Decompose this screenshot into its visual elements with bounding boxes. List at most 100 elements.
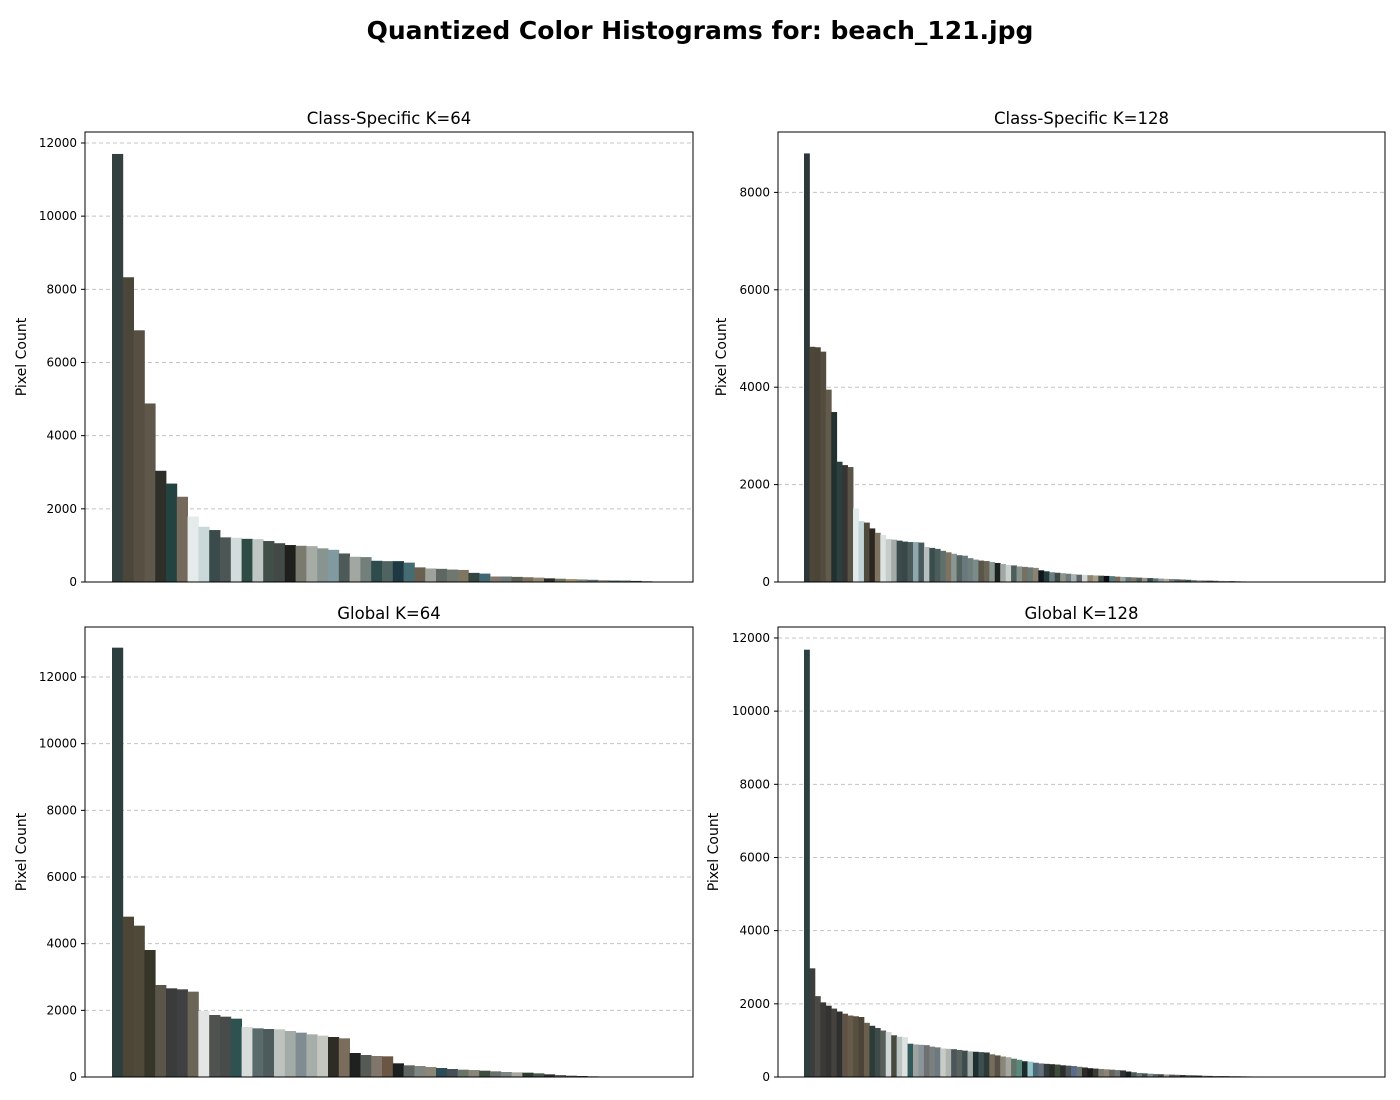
histogram-bar	[962, 1050, 968, 1077]
y-axis-label: Pixel Count	[14, 317, 30, 396]
histogram-bar	[144, 950, 156, 1077]
histogram-bar	[1071, 574, 1077, 582]
histogram-bar	[500, 576, 512, 582]
histogram-bar	[820, 351, 827, 582]
histogram-bar	[1114, 576, 1121, 582]
y-tick-label: 6000	[46, 870, 77, 884]
histogram-bar	[1207, 580, 1214, 582]
histogram-bar	[945, 552, 952, 582]
histogram-bar	[994, 563, 1001, 582]
histogram-bar	[863, 1022, 870, 1077]
histogram-bar	[1120, 1070, 1126, 1077]
histogram-bar	[544, 578, 556, 582]
histogram-bar	[403, 1065, 415, 1077]
histogram-bar	[858, 521, 865, 582]
histogram-bar	[1212, 580, 1219, 582]
histogram-bar	[1163, 578, 1170, 582]
histogram-bar	[918, 542, 925, 582]
plot-frame	[777, 626, 1386, 1078]
histogram-bar	[1005, 1057, 1012, 1077]
histogram-bar	[1043, 571, 1050, 582]
histogram-bar	[907, 1043, 914, 1077]
histogram-bar	[902, 1037, 908, 1077]
histogram-bar	[1087, 575, 1094, 582]
histogram-bar	[1218, 580, 1225, 582]
y-tick-label: 0	[762, 1070, 770, 1084]
histogram-bar	[1169, 1074, 1175, 1077]
y-tick-label: 4000	[46, 429, 77, 443]
histogram-bar	[1038, 1063, 1045, 1077]
histogram-bar	[1136, 577, 1143, 582]
histogram-bar	[533, 1073, 545, 1077]
histogram-bar	[1158, 1074, 1165, 1077]
y-tick-label: 2000	[46, 502, 77, 516]
histogram-bar	[1081, 574, 1088, 582]
histogram-bar	[176, 496, 188, 582]
panel-title: Class-Specific K=128	[994, 109, 1169, 128]
histogram-bar	[1131, 1072, 1137, 1077]
y-axis-label: Pixel Count	[706, 812, 722, 891]
histogram-bar	[1174, 1074, 1181, 1077]
histogram-bar	[1136, 1072, 1143, 1077]
histogram-bar	[446, 1069, 458, 1077]
histogram-bar	[978, 560, 985, 582]
histogram-bar	[885, 1032, 892, 1077]
histogram-bar	[1147, 578, 1154, 582]
histogram-bar	[457, 569, 469, 582]
histogram-bar	[978, 1052, 985, 1077]
histogram-bar	[446, 569, 458, 582]
histogram-bar	[479, 573, 491, 582]
histogram-bar	[112, 647, 124, 1077]
histogram-bar	[155, 470, 167, 582]
y-tick-label: 12000	[39, 670, 77, 684]
histogram-bar	[274, 543, 286, 582]
histogram-bar	[923, 1045, 930, 1077]
histogram-bar	[1103, 1069, 1110, 1077]
histogram-bar	[874, 532, 881, 582]
histogram-bar	[1027, 567, 1034, 582]
histogram-bar	[934, 1047, 941, 1077]
histogram-bar	[1081, 1067, 1088, 1077]
histogram-bar	[544, 1074, 556, 1077]
histogram-bar	[809, 968, 816, 1077]
histogram-bar	[869, 528, 876, 582]
histogram-bar	[511, 576, 523, 582]
histogram-bar	[1092, 575, 1099, 582]
histogram-bar	[500, 1072, 512, 1077]
histogram-bar	[1103, 575, 1110, 582]
histogram-bar	[842, 465, 848, 582]
y-tick-label: 12000	[39, 136, 77, 150]
y-tick-label: 0	[762, 575, 770, 589]
y-tick-label: 10000	[732, 704, 770, 718]
histogram-bar	[263, 1029, 275, 1077]
histogram-bar	[295, 1032, 307, 1077]
histogram-bar	[338, 1038, 350, 1077]
histogram-bar	[241, 538, 253, 582]
histogram-bar	[209, 530, 221, 582]
histogram-bar	[804, 649, 810, 1077]
histogram-bar	[133, 330, 145, 582]
histogram-bar	[956, 555, 963, 582]
histogram-bar	[891, 539, 898, 582]
histogram-bar	[457, 1069, 469, 1077]
histogram-bar	[619, 580, 631, 582]
histogram-bar	[896, 1036, 903, 1077]
histogram-bar	[565, 1075, 577, 1077]
histogram-bar	[934, 548, 941, 582]
histogram-bar	[831, 412, 838, 582]
histogram-bar	[1185, 1075, 1192, 1077]
histogram-bar	[1065, 1065, 1072, 1077]
histogram-bar	[414, 1066, 426, 1077]
histogram-bar	[274, 1029, 286, 1077]
histogram-bar	[1065, 573, 1072, 582]
histogram-bar	[133, 925, 145, 1077]
histogram-bar	[1043, 1063, 1050, 1077]
histogram-bar	[371, 1056, 383, 1077]
histogram-bar	[967, 1051, 974, 1077]
histogram-bar	[951, 1049, 957, 1077]
histogram-bar	[187, 991, 199, 1077]
y-tick-label: 6000	[739, 283, 770, 297]
histogram-bar	[230, 1018, 242, 1077]
panel-title: Global K=64	[337, 604, 441, 623]
histogram-bar	[853, 508, 859, 582]
